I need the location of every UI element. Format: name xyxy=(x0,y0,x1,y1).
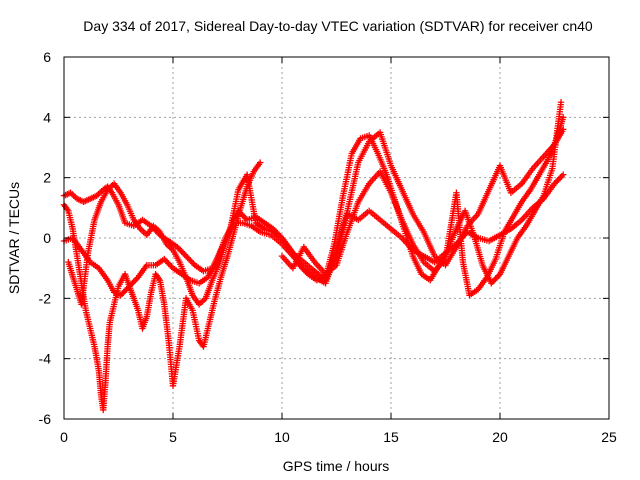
data-point xyxy=(557,99,565,106)
x-tick-label: 25 xyxy=(601,429,617,445)
x-tick-label: 5 xyxy=(169,429,177,445)
series-trace-e xyxy=(278,114,567,299)
y-tick-label: -2 xyxy=(39,290,52,306)
y-tick-label: 6 xyxy=(43,49,51,65)
y-axis-label: SDTVAR / TECUs xyxy=(6,182,22,294)
y-tick-label: -4 xyxy=(39,351,52,367)
y-tick-label: 2 xyxy=(43,170,51,186)
y-tick-label: -6 xyxy=(39,411,52,427)
x-tick-label: 20 xyxy=(492,429,508,445)
axis-ticks: 0 5 10 15 20 25 -6 -4 -2 0 2 4 6 xyxy=(39,49,617,445)
x-tick-label: 15 xyxy=(383,429,399,445)
chart-title: Day 334 of 2017, Sidereal Day-to-day VTE… xyxy=(83,18,593,34)
x-tick-label: 10 xyxy=(274,429,290,445)
y-tick-label: 4 xyxy=(43,109,51,125)
x-axis-label: GPS time / hours xyxy=(283,458,390,474)
data-point xyxy=(257,159,264,166)
y-tick-label: 0 xyxy=(43,230,51,246)
x-tick-label: 0 xyxy=(60,429,68,445)
data-point xyxy=(560,114,567,121)
data-series xyxy=(60,99,567,414)
grid xyxy=(64,57,609,419)
data-point xyxy=(560,171,567,178)
